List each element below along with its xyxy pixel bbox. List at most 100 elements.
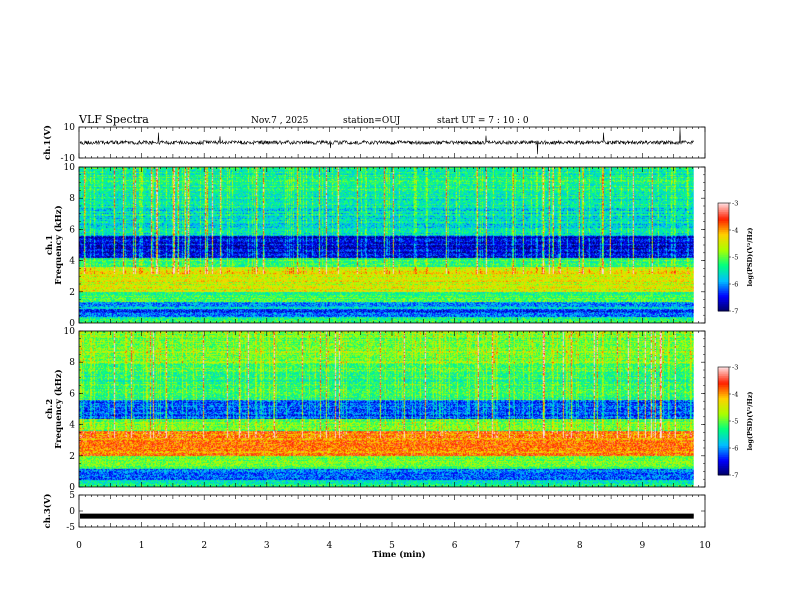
colorbar-tick--5: -5 — [732, 418, 738, 426]
colorbar-swatch — [718, 464, 729, 467]
colorbar-swatch — [718, 442, 729, 445]
colorbar-swatch — [718, 377, 729, 381]
ch3-trace-band — [80, 513, 694, 519]
colorbar-swatch — [718, 428, 729, 431]
ch2-spec-ylabel-line-2: Frequency (kHz) — [53, 369, 64, 448]
ch3-ylabel: ch.3(V) — [42, 494, 53, 529]
colorbar-swatch — [718, 212, 729, 215]
colorbar-swatch — [718, 240, 729, 244]
start-time-label: start UT = 7 : 10 : 0 — [437, 116, 529, 126]
colorbar-swatch — [718, 431, 729, 435]
panel-ch2-spectrogram: 0 2 4 6 8 10 ch.2 Frequency (kHz) — [45, 327, 706, 493]
colorbar-swatch — [718, 271, 729, 274]
colorbar-swatch — [718, 224, 729, 227]
colorbar-swatch — [718, 305, 729, 308]
station-label: station=OUJ — [343, 116, 401, 126]
colorbar-swatch — [718, 457, 729, 460]
colorbar-swatch — [718, 453, 729, 456]
colorbar-swatch — [718, 249, 729, 253]
colorbar-swatch — [718, 285, 729, 289]
panel-ch1-spectrogram: 0 2 4 6 8 10 ch.1 Frequency (kHz) — [45, 163, 706, 329]
ch3-wave-ytick--5: -5 — [66, 523, 75, 533]
x-tick-6: 6 — [452, 541, 458, 551]
colorbar-swatch — [718, 244, 729, 247]
colorbar-swatch — [718, 235, 729, 238]
colorbar-swatch — [718, 215, 729, 218]
ch1-spec-ytick-10: 10 — [64, 163, 76, 173]
colorbar-swatch — [718, 307, 729, 310]
colorbar-swatch — [718, 258, 729, 262]
colorbar-swatch — [718, 397, 729, 400]
colorbar-swatch — [718, 440, 729, 444]
colorbar-swatch — [718, 374, 729, 377]
colorbar-tick--6: -6 — [732, 281, 738, 289]
colorbar-swatch — [718, 230, 729, 233]
colorbar-swatch — [718, 204, 729, 208]
colorbar-swatch — [718, 444, 729, 447]
ch1-trace — [79, 128, 694, 155]
colorbar-swatch — [718, 390, 729, 393]
colorbar-swatch — [718, 385, 729, 388]
x-tick-8: 8 — [577, 541, 583, 551]
x-tick-5: 5 — [389, 541, 395, 551]
colorbar-swatch — [718, 455, 729, 458]
colorbar-swatch — [718, 219, 729, 222]
colorbar-swatch — [718, 228, 729, 231]
x-tick-10: 10 — [699, 541, 711, 551]
colorbar-swatch — [718, 439, 729, 442]
ch1-wave-ytick--10: -10 — [61, 154, 76, 164]
colorbar-swatch — [718, 368, 729, 372]
colorbar-swatch — [718, 367, 729, 370]
colorbar-swatch — [718, 404, 729, 408]
colorbar-swatch — [718, 395, 729, 399]
colorbar-swatch — [718, 410, 729, 413]
colorbar-swatch — [718, 213, 729, 217]
colorbar-swatch — [718, 417, 729, 420]
x-tick-3: 3 — [264, 541, 270, 551]
colorbar-swatch — [718, 386, 729, 390]
colorbar-swatch — [718, 415, 729, 418]
colorbar-swatch — [718, 233, 729, 236]
colorbar-tick--3: -3 — [732, 200, 738, 208]
colorbar-swatch — [718, 451, 729, 454]
colorbar-swatch — [718, 437, 729, 440]
colorbar-swatch — [718, 251, 729, 254]
colorbar-swatch — [718, 426, 729, 429]
colorbar-swatch — [718, 446, 729, 449]
colorbar-swatch — [718, 248, 729, 251]
colorbar-swatch — [718, 473, 729, 476]
x-tick-4: 4 — [327, 541, 333, 551]
colorbar-swatch — [718, 406, 729, 409]
colorbar-swatch — [718, 294, 729, 298]
colorbar-swatch — [718, 467, 729, 471]
colorbar-swatch — [718, 412, 729, 415]
colorbar-swatch — [718, 267, 729, 271]
colorbar-swatch — [718, 379, 729, 382]
colorbar-swatch — [718, 269, 729, 272]
ch2-spec-ytick-10: 10 — [64, 327, 76, 337]
colorbar-swatch — [718, 448, 729, 451]
x-tick-7: 7 — [514, 541, 520, 551]
ch2-spec-ylabel-line-1: ch.2 — [45, 399, 55, 419]
colorbar-swatch — [718, 296, 729, 299]
ch1-spec-ytick-2: 2 — [69, 288, 75, 298]
colorbar-swatch — [718, 376, 729, 379]
colorbar-swatch — [718, 221, 729, 224]
colorbar-tick--7: -7 — [732, 472, 738, 480]
colorbar-swatch — [718, 399, 729, 402]
colorbar-swatch — [718, 408, 729, 411]
ch1-wave-ytick-10: 10 — [64, 123, 76, 133]
colorbar-swatch — [718, 237, 729, 240]
colorbar-tick--6: -6 — [732, 445, 738, 453]
colorbar-tick--5: -5 — [732, 254, 738, 262]
colorbar-swatch — [718, 242, 729, 245]
ch2-spec-ytick-8: 8 — [69, 358, 75, 368]
colorbar-swatch — [718, 392, 729, 395]
colorbar-swatch — [718, 260, 729, 263]
colorbar-swatch — [718, 273, 729, 276]
colorbar-swatch — [718, 293, 729, 296]
colorbar-label: log(PSD)(V²/Hz) — [746, 392, 754, 451]
colorbar-swatch — [718, 466, 729, 469]
colorbar-swatch — [718, 276, 729, 280]
